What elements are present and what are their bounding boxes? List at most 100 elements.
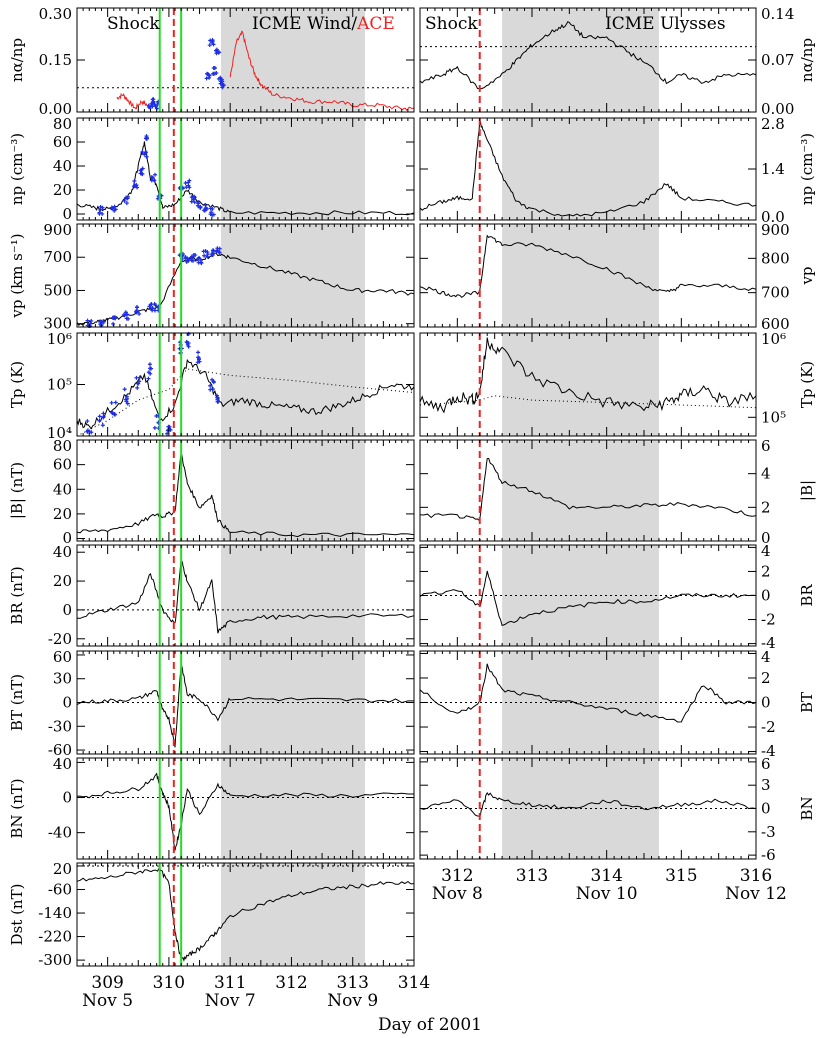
data-point <box>189 254 194 259</box>
data-point <box>189 258 194 263</box>
shock-label: Shock <box>425 14 478 34</box>
icme-shade <box>220 440 365 541</box>
data-point <box>217 250 222 255</box>
data-point <box>211 387 216 392</box>
data-point <box>184 259 189 264</box>
y-tick-label: 0 <box>761 694 771 712</box>
data-point <box>208 387 213 392</box>
panel-bt: -60 -30 0 30 60 BT (nT) <box>8 648 415 759</box>
data-point <box>207 43 212 48</box>
panel-tp: 10⁴ 10⁵ 10⁶ Tp (K) <box>8 330 415 442</box>
data-point <box>85 318 90 323</box>
data-point <box>150 306 155 311</box>
y-tick-label: 20 <box>53 572 72 590</box>
data-point <box>196 357 201 362</box>
y-tick-label: 20 <box>53 505 72 523</box>
y-tick-label: 900 <box>761 221 790 239</box>
data-point <box>210 206 215 211</box>
y-tick-label: 1.4 <box>761 160 785 178</box>
panel-tp: 10⁵ 10⁶ Tp (K) <box>419 330 816 437</box>
y-tick-label: 40 <box>53 543 72 561</box>
ace-label: ACE <box>356 14 395 34</box>
data-point <box>124 201 129 206</box>
data-point <box>211 380 216 385</box>
data-point <box>195 360 200 365</box>
y-axis-label: nα/np <box>798 38 816 82</box>
panel-frame <box>76 439 415 542</box>
y-tick-label: 0 <box>761 529 771 547</box>
series-line <box>419 791 757 817</box>
data-point <box>186 183 191 188</box>
y-tick-label: 2 <box>761 669 771 687</box>
data-point <box>134 309 139 314</box>
data-point <box>112 204 117 209</box>
data-point <box>184 185 189 190</box>
data-point <box>191 197 196 202</box>
y-tick-label: 500 <box>43 281 72 299</box>
y-axis-label: BT <box>798 692 816 713</box>
data-point <box>206 72 211 77</box>
y-axis-label: |B| <box>798 480 816 501</box>
y-tick-label: -140 <box>38 904 72 922</box>
data-point <box>132 178 137 183</box>
icme-shade <box>220 8 365 112</box>
data-point <box>144 136 149 141</box>
y-tick-label: 80 <box>53 437 72 455</box>
data-point <box>125 401 130 406</box>
y-axis-label: BR (nT) <box>8 566 26 624</box>
y-tick-label: 2 <box>761 562 771 580</box>
data-point <box>112 412 117 417</box>
data-point <box>88 321 93 326</box>
data-point <box>186 257 191 262</box>
data-point <box>215 246 220 251</box>
data-point <box>198 258 203 263</box>
data-point <box>216 50 221 55</box>
panel-na: 0.00 0.15 0.30 nα/np Shock ICME Wind/ACE <box>8 5 415 118</box>
y-tick-label: -2 <box>761 611 776 629</box>
icme-shade <box>220 118 365 220</box>
y-tick-label: 0.0 <box>761 208 785 226</box>
y-axis-label: BN <box>798 796 816 820</box>
y-tick-label: -60 <box>48 741 72 759</box>
series-line <box>419 119 757 217</box>
date-label: Nov 12 <box>725 884 787 904</box>
data-point <box>126 194 131 199</box>
data-point <box>187 178 192 183</box>
y-tick-label: 2.8 <box>761 115 785 133</box>
panel-np: 0.0 1.4 2.8 np (cm⁻³) <box>419 115 816 226</box>
data-point <box>137 311 142 316</box>
data-point <box>153 303 158 308</box>
data-point <box>113 400 118 405</box>
y-tick-label: 6 <box>761 437 771 455</box>
y-axis-label: Dst (nT) <box>8 884 26 946</box>
y-axis-label: BT (nT) <box>8 674 26 731</box>
data-point <box>186 341 191 346</box>
data-point <box>146 103 151 108</box>
y-tick-label: -3 <box>761 823 776 841</box>
x-tick-label: 310 <box>153 973 185 993</box>
data-point <box>212 71 217 76</box>
y-tick-label: 0.00 <box>39 100 72 118</box>
y-tick-label: -6 <box>761 846 776 864</box>
y-tick-label: -30 <box>48 717 72 735</box>
panel-frame <box>419 439 757 542</box>
icme-shade <box>502 440 659 541</box>
data-point <box>165 431 170 436</box>
series-line <box>419 337 757 414</box>
data-point <box>202 253 207 258</box>
y-tick-label: 0.07 <box>761 51 794 69</box>
y-axis-label: nα/np <box>8 38 26 82</box>
data-point <box>139 171 144 176</box>
data-point <box>201 249 206 254</box>
chart-wind-ace: 0.00 0.15 0.30 nα/np Shock ICME Wind/ACE 0 20 40… <box>8 5 430 1011</box>
x-tick-label: 311 <box>214 973 246 993</box>
icme-shade <box>502 333 659 436</box>
data-point <box>186 344 191 349</box>
data-point <box>211 212 216 217</box>
data-point <box>124 316 129 321</box>
data-point <box>208 383 213 388</box>
panel-bt: -4 -2 0 2 4 BT <box>419 648 816 760</box>
panel-frame <box>419 332 757 437</box>
